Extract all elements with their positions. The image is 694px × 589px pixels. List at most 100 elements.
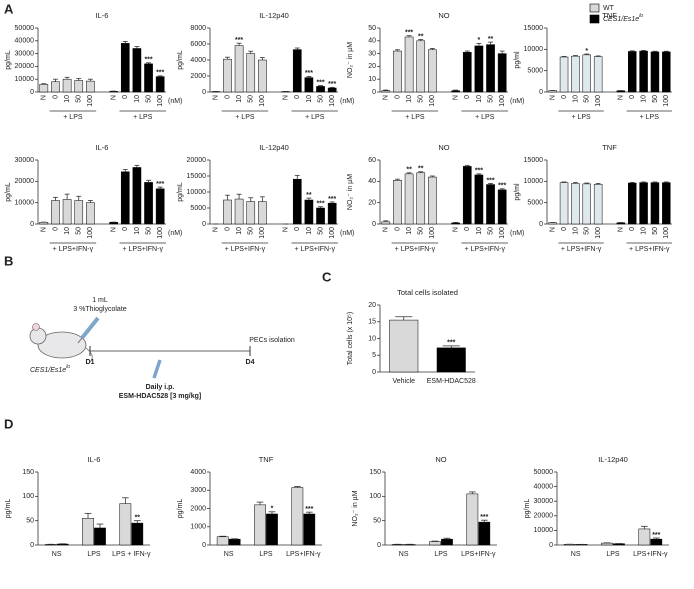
y-tick-label: 50 (373, 518, 381, 525)
significance: ** (418, 33, 424, 40)
chart-title: IL-6 (96, 11, 109, 20)
x-tick-label: 0 (52, 227, 59, 231)
bar (441, 538, 453, 546)
y-tick-label: 0 (202, 542, 206, 549)
y-tick-label: 10000 (524, 178, 544, 185)
x-tick-label: 100 (499, 95, 506, 107)
significance: *** (447, 340, 455, 347)
x-tick-label: 10 (572, 227, 579, 235)
y-axis-label: pg/mL (5, 499, 12, 519)
x-tick-label: 0 (52, 95, 59, 99)
y-tick-label: 0 (30, 89, 34, 96)
bar (291, 487, 304, 546)
bar (155, 76, 165, 93)
bar (548, 222, 557, 225)
significance: *** (235, 37, 243, 44)
x-tick-label: 10 (406, 95, 413, 103)
significance: *** (405, 30, 413, 37)
y-tick-label: 20000 (15, 63, 35, 70)
x-tick-label: 100 (663, 227, 670, 239)
bar (571, 183, 580, 225)
bar (662, 51, 671, 93)
legend-swatch (589, 14, 600, 24)
x-tick-label: N (452, 95, 459, 100)
y-tick-label: 150 (22, 469, 34, 476)
x-tick-label: 100 (259, 227, 266, 239)
y-tick-label: 50 (368, 25, 376, 32)
panel-label: A (4, 1, 14, 16)
group-label: + LPS (571, 114, 591, 121)
y-tick-label: 100 (22, 493, 34, 500)
bar (381, 221, 391, 225)
x-tick-label: 0 (464, 95, 471, 99)
y-tick-label: 0 (372, 369, 376, 376)
y-tick-label: 3000 (190, 487, 206, 494)
bar (86, 80, 95, 93)
mouse-label: CES1/Es1elo (30, 364, 70, 374)
bar (593, 184, 603, 225)
bar (474, 45, 484, 93)
x-tick-label: 100 (595, 95, 602, 107)
y-tick-label: 1000 (190, 524, 206, 531)
y-tick-label: 6000 (190, 41, 206, 48)
y-tick-label: 20 (368, 63, 376, 70)
bar (428, 176, 437, 225)
significance: ** (418, 166, 424, 173)
x-tick-label: 10 (476, 227, 483, 235)
y-tick-label: 0 (202, 89, 206, 96)
x-tick-label: N (213, 227, 220, 232)
bar (486, 44, 495, 93)
bar (404, 173, 414, 225)
y-tick-label: 20000 (187, 157, 207, 164)
bar (223, 58, 232, 93)
x-tick-label: 0 (629, 227, 636, 231)
significance: *** (486, 177, 494, 184)
x-tick-label: N (110, 95, 117, 100)
bar (628, 51, 637, 93)
y-tick-label: 5000 (527, 68, 543, 75)
significance: *** (144, 57, 152, 64)
bar (254, 504, 266, 546)
x-tick-label: 10 (406, 227, 413, 235)
bar (228, 538, 241, 546)
chart-title: NO (435, 455, 446, 464)
x-tick-label: 50 (317, 227, 324, 235)
bar (109, 222, 118, 225)
y-tick-label: 40000 (15, 38, 35, 45)
bar (429, 541, 441, 546)
y-tick-label: 0 (539, 89, 543, 96)
significance: *** (475, 168, 483, 175)
y-axis-label: pg/mL (524, 499, 531, 519)
y-axis-label: pg/ml (514, 183, 521, 201)
x-tick-label: 50 (418, 95, 425, 103)
bar (451, 90, 460, 93)
bar (155, 188, 165, 225)
x-tick-label: 0 (561, 227, 568, 231)
y-tick-label: 0 (202, 221, 206, 228)
x-tick-label: 50 (487, 227, 494, 235)
x-tick-label: 50 (248, 95, 255, 103)
group-label: + LPS (235, 114, 255, 121)
chart-title: TNF (602, 143, 617, 152)
x-tick-label: N (618, 227, 625, 232)
x-tick-label: 10 (236, 227, 243, 235)
day-end: D4 (246, 359, 255, 366)
x-tick-label: 0 (224, 227, 231, 231)
x-tick-label: 10 (476, 95, 483, 103)
significance: ** (306, 192, 312, 199)
significance: ** (406, 167, 412, 174)
bar (132, 48, 142, 93)
x-tick-label: N (452, 227, 459, 232)
y-axis-label: pg/mL (177, 182, 184, 202)
x-tick-label: 50 (584, 227, 591, 235)
significance: *** (305, 70, 313, 77)
y-tick-label: 15000 (524, 25, 544, 32)
y-axis-label: pg/mL (177, 499, 184, 519)
bar (548, 90, 557, 93)
bar (304, 77, 314, 93)
x-tick-label: LPS + IFN-γ (112, 551, 151, 558)
chart-title: TNF (259, 455, 274, 464)
bar (82, 517, 94, 546)
bar (144, 63, 153, 93)
